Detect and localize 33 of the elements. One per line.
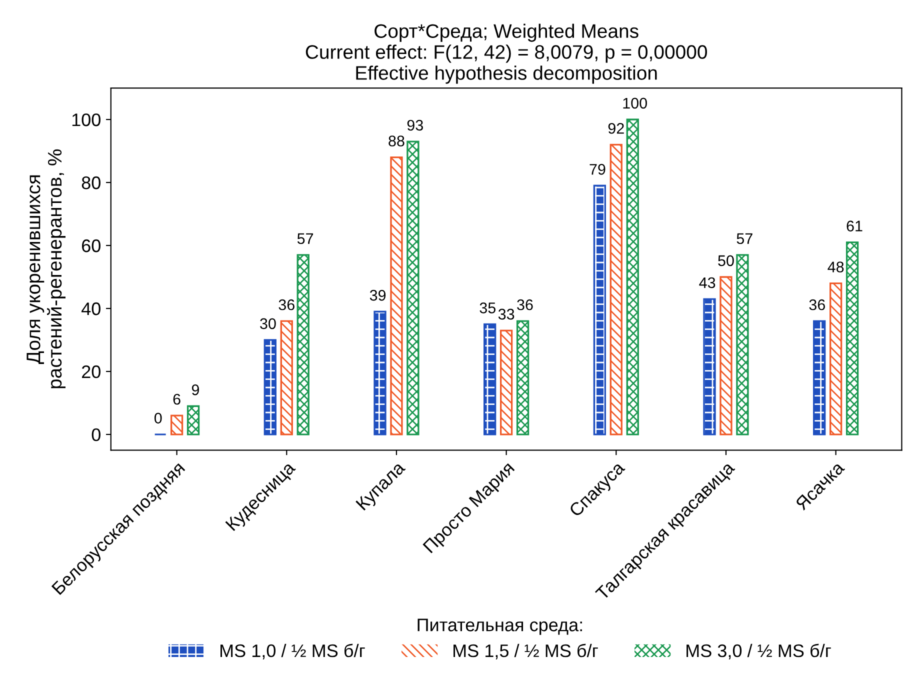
chart-title: Сорт*Среда; Weighted Means Current effect: F(12, 42) = 8,0079, p = 0,00000 Effective hypothesis decomposition xyxy=(306,24,707,84)
y-tick-label: 60 xyxy=(82,239,100,252)
data-label: 30 xyxy=(260,318,276,330)
data-label: 39 xyxy=(370,290,386,301)
data-label: 36 xyxy=(809,299,825,310)
data-label: 6 xyxy=(173,394,180,405)
data-label: 48 xyxy=(828,262,844,272)
legend-label: MS 3,0 / ½ MS б/г xyxy=(686,644,831,660)
y-axis-title: Доля укоренившихся растений-регенерантов, % xyxy=(26,149,66,388)
data-label: 100 xyxy=(623,98,647,109)
legend-title: Питательная среда: xyxy=(418,618,582,635)
data-label: 57 xyxy=(297,233,314,244)
data-label: 9 xyxy=(192,384,199,396)
y-tick-label: 40 xyxy=(82,302,100,316)
data-label: 50 xyxy=(718,255,734,266)
y-tick-label: 100 xyxy=(72,113,100,126)
legend-label: MS 1,5 / ½ MS б/г xyxy=(454,644,598,660)
data-label: 61 xyxy=(846,220,862,232)
data-label: 36 xyxy=(517,299,533,310)
y-tick-label: 0 xyxy=(92,428,100,442)
data-label: 33 xyxy=(498,308,514,320)
data-label: 43 xyxy=(699,277,716,288)
data-label: 93 xyxy=(407,120,423,131)
data-label: 79 xyxy=(590,164,606,175)
data-label: 36 xyxy=(278,299,294,310)
data-label: 57 xyxy=(736,233,752,244)
data-label: 35 xyxy=(480,302,496,314)
data-label: 92 xyxy=(608,122,624,134)
y-tick-label: 20 xyxy=(82,365,100,378)
y-tick-label: 80 xyxy=(82,176,100,190)
legend-label: MS 1,0 / ½ MS б/г xyxy=(220,644,365,660)
data-label: 88 xyxy=(388,136,404,146)
data-label: 0 xyxy=(154,412,162,424)
